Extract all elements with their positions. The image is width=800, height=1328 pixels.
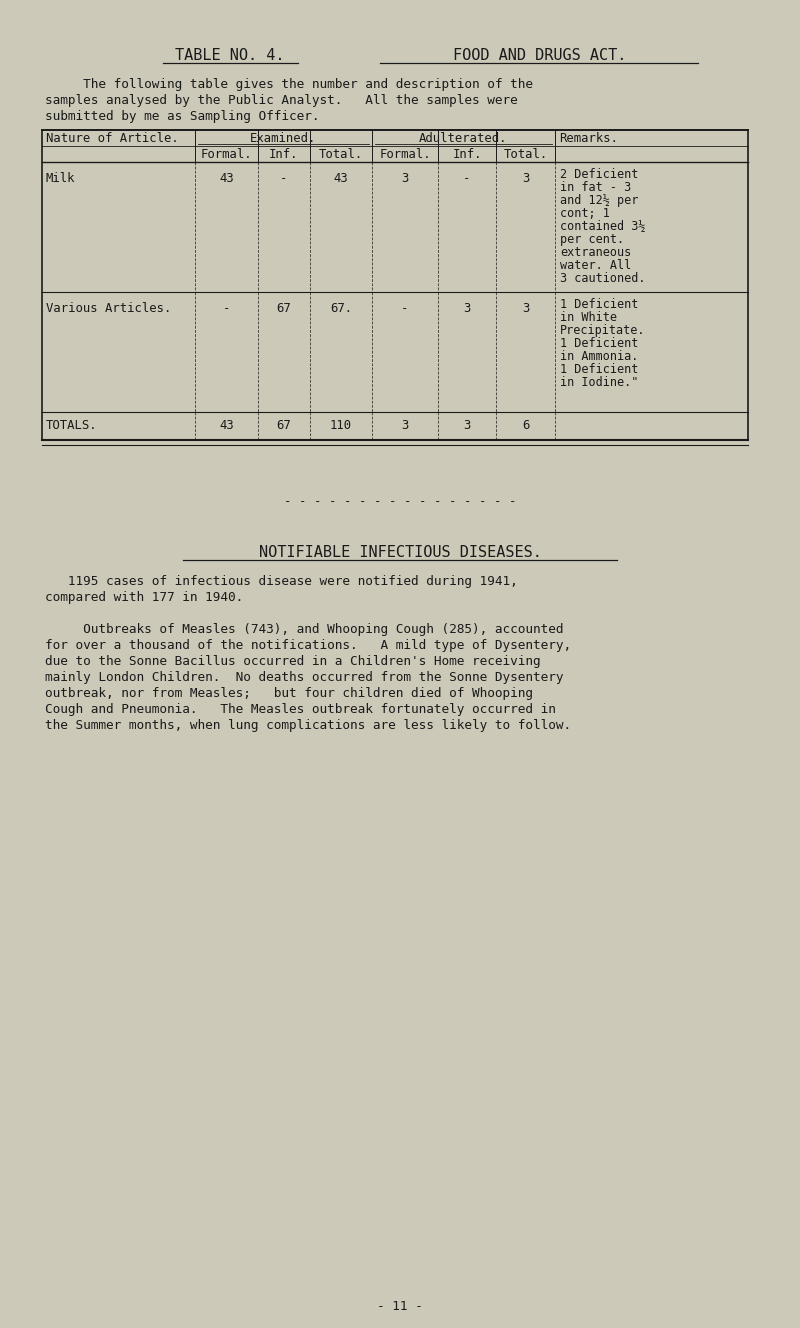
Text: 43: 43 [219,173,234,185]
Text: 43: 43 [334,173,348,185]
Text: Total.: Total. [503,147,548,161]
Text: the Summer months, when lung complications are less likely to follow.: the Summer months, when lung complicatio… [45,718,571,732]
Text: 3: 3 [402,420,409,432]
Text: 43: 43 [219,420,234,432]
Text: 3: 3 [463,301,470,315]
Text: outbreak, nor from Measles;   but four children died of Whooping: outbreak, nor from Measles; but four chi… [45,687,533,700]
Text: samples analysed by the Public Analyst.   All the samples were: samples analysed by the Public Analyst. … [45,94,518,108]
Text: - 11 -: - 11 - [377,1300,423,1313]
Text: Examined.: Examined. [250,131,317,145]
Text: 1 Deficient: 1 Deficient [560,337,638,351]
Text: 1 Deficient: 1 Deficient [560,363,638,376]
Text: mainly London Children.  No deaths occurred from the Sonne Dysentery: mainly London Children. No deaths occurr… [45,671,563,684]
Text: 1 Deficient: 1 Deficient [560,297,638,311]
Text: per cent.: per cent. [560,232,624,246]
Text: Remarks.: Remarks. [559,131,618,145]
Text: FOOD AND DRUGS ACT.: FOOD AND DRUGS ACT. [454,48,626,62]
Text: Cough and Pneumonia.   The Measles outbreak fortunately occurred in: Cough and Pneumonia. The Measles outbrea… [45,703,556,716]
Text: Milk: Milk [46,173,75,185]
Text: -: - [402,301,409,315]
Text: Various Articles.: Various Articles. [46,301,171,315]
Text: -: - [463,173,470,185]
Text: 1195 cases of infectious disease were notified during 1941,: 1195 cases of infectious disease were no… [45,575,518,588]
Text: Inf.: Inf. [452,147,482,161]
Text: extraneous: extraneous [560,246,631,259]
Text: submitted by me as Sampling Officer.: submitted by me as Sampling Officer. [45,110,319,124]
Text: contained 3½: contained 3½ [560,220,646,232]
Text: 6: 6 [522,420,529,432]
Text: in fat - 3: in fat - 3 [560,181,631,194]
Text: Nature of Article.: Nature of Article. [46,131,178,145]
Text: 67: 67 [277,301,291,315]
Text: Formal.: Formal. [379,147,431,161]
Text: Formal.: Formal. [201,147,252,161]
Text: Adulterated.: Adulterated. [419,131,508,145]
Text: The following table gives the number and description of the: The following table gives the number and… [45,78,533,92]
Text: - - - - - - - - - - - - - - - -: - - - - - - - - - - - - - - - - [284,495,516,509]
Text: TOTALS.: TOTALS. [46,420,98,432]
Text: NOTIFIABLE INFECTIOUS DISEASES.: NOTIFIABLE INFECTIOUS DISEASES. [258,544,542,560]
Text: 3: 3 [463,420,470,432]
Text: 67.: 67. [330,301,352,315]
Text: -: - [223,301,230,315]
Text: 67: 67 [277,420,291,432]
Text: Total.: Total. [319,147,363,161]
Text: and 12½ per: and 12½ per [560,194,638,207]
Text: 3: 3 [522,173,529,185]
Text: for over a thousand of the notifications.   A mild type of Dysentery,: for over a thousand of the notifications… [45,639,571,652]
Text: -: - [280,173,288,185]
Text: 3 cautioned.: 3 cautioned. [560,272,646,286]
Text: compared with 177 in 1940.: compared with 177 in 1940. [45,591,243,604]
Text: 3: 3 [402,173,409,185]
Text: due to the Sonne Bacillus occurred in a Children's Home receiving: due to the Sonne Bacillus occurred in a … [45,655,541,668]
Text: Outbreaks of Measles (743), and Whooping Cough (285), accounted: Outbreaks of Measles (743), and Whooping… [45,623,563,636]
Text: Precipitate.: Precipitate. [560,324,646,337]
Text: in Ammonia.: in Ammonia. [560,351,638,363]
Text: cont; 1: cont; 1 [560,207,610,220]
Text: 110: 110 [330,420,352,432]
Text: in White: in White [560,311,617,324]
Text: Inf.: Inf. [270,147,298,161]
Text: in Iodine.": in Iodine." [560,376,638,389]
Text: water. All: water. All [560,259,631,272]
Text: 3: 3 [522,301,529,315]
Text: TABLE NO. 4.: TABLE NO. 4. [175,48,285,62]
Text: 2 Deficient: 2 Deficient [560,169,638,181]
